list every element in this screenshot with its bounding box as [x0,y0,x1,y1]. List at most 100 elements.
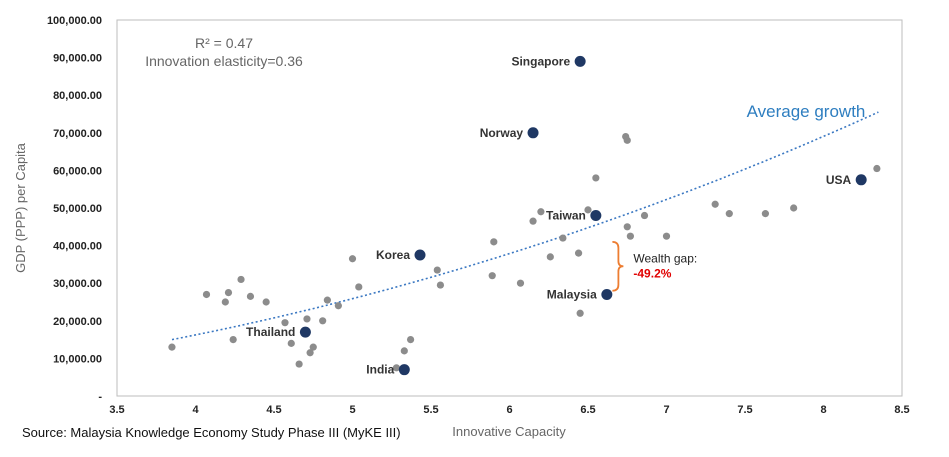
data-point [790,204,798,212]
data-point [237,275,245,284]
data-point [873,164,881,173]
data-point [229,336,237,344]
data-point [546,253,554,261]
y-tick-label: 90,000.00 [53,53,102,65]
data-point [323,296,331,304]
data-point [334,302,342,310]
data-point [281,319,289,327]
data-point [436,281,445,289]
data-point [576,309,584,317]
wealth-gap-annotation: Wealth gap:-49.2% [612,240,697,292]
chart-frame [116,19,903,397]
data-point [626,232,634,240]
average-growth-label: Average growth [747,102,866,121]
data-point [488,272,496,280]
y-axis-title: GDP (PPP) per Capita [13,142,28,273]
country-point-taiwan [590,210,602,222]
x-tick-label: 7 [663,404,669,416]
x-tick-label: 4 [192,404,199,416]
data-point [623,136,631,144]
y-tick-label: 30,000.00 [53,278,102,290]
y-tick-label: 80,000.00 [53,90,102,102]
data-point [348,255,357,263]
data-point [711,200,719,208]
x-axis-ticks: 3.5 4 4.5 5 5.5 6 6.5 7 7.5 8 8.5 [109,404,909,416]
data-point [355,283,363,291]
data-point [592,174,600,182]
country-point-india [398,364,410,376]
data-point [559,234,567,242]
country-label-thailand: Thailand [246,325,295,339]
x-tick-label: 6 [506,404,512,416]
plot-border [116,19,903,397]
highlighted-countries: Singapore Norway Taiwan USA Korea Malaysia Tha… [246,54,867,377]
data-point [537,208,545,216]
y-tick-label: 100,000.00 [47,15,102,27]
x-tick-label: 5 [349,404,355,416]
average-growth-trend [171,111,879,341]
country-point-norway [527,127,539,139]
data-point [309,343,317,351]
x-tick-label: 4.5 [266,404,281,416]
x-tick-label: 3.5 [109,404,124,416]
y-tick-label: - [98,391,102,403]
y-tick-label: 50,000.00 [53,203,102,215]
country-label-india: India [366,363,394,377]
y-tick-label: 70,000.00 [53,128,102,140]
country-label-singapore: Singapore [511,54,570,68]
data-point [516,279,525,287]
country-label-korea: Korea [376,248,410,262]
country-point-thailand [299,326,311,338]
data-point [574,249,583,257]
data-point [584,206,592,214]
y-axis-ticks: - 10,000.00 20,000.00 30,000.00 40,000.00 50,… [47,15,102,403]
data-point [640,211,649,220]
data-point [725,210,733,218]
data-point [303,315,311,323]
wealth-gap-bracket [612,240,624,292]
x-tick-label: 8.5 [894,404,909,416]
country-point-korea [414,249,426,261]
wealth-gap-value: -49.2% [633,266,671,280]
data-point [295,360,303,368]
data-point [400,347,408,355]
source-note: Source: Malaysia Knowledge Economy Study… [22,425,401,440]
data-point [319,317,327,325]
elasticity-label: Innovation elasticity=0.36 [145,53,303,69]
other-countries-points [168,132,881,372]
r-squared-label: R² = 0.47 [195,35,253,51]
x-tick-label: 6.5 [580,404,595,416]
x-tick-label: 8 [820,404,826,416]
y-tick-label: 40,000.00 [53,241,102,253]
data-point [490,238,498,246]
country-label-taiwan: Taiwan [546,209,586,223]
y-tick-label: 20,000.00 [53,316,102,328]
country-point-usa [855,174,867,186]
country-point-malaysia [601,288,613,300]
country-label-malaysia: Malaysia [547,287,597,301]
data-point [168,343,176,351]
data-point [246,292,255,300]
data-point [761,210,770,218]
data-point [221,298,229,306]
country-label-norway: Norway [480,126,524,140]
trend-line [171,111,879,341]
x-axis-title: Innovative Capacity [452,424,566,439]
data-point [662,232,671,240]
country-point-singapore [574,55,586,67]
data-point [623,223,631,231]
data-point [433,266,441,274]
x-tick-label: 7.5 [737,404,752,416]
data-point [306,349,314,357]
country-label-usa: USA [826,173,852,187]
y-tick-label: 10,000.00 [53,353,102,365]
data-point [287,339,295,347]
data-point [406,336,415,344]
data-point [224,289,233,297]
x-tick-label: 5.5 [423,404,438,416]
data-point [202,290,211,299]
y-tick-label: 60,000.00 [53,165,102,177]
wealth-gap-label: Wealth gap: [633,251,697,265]
data-point [392,364,401,372]
